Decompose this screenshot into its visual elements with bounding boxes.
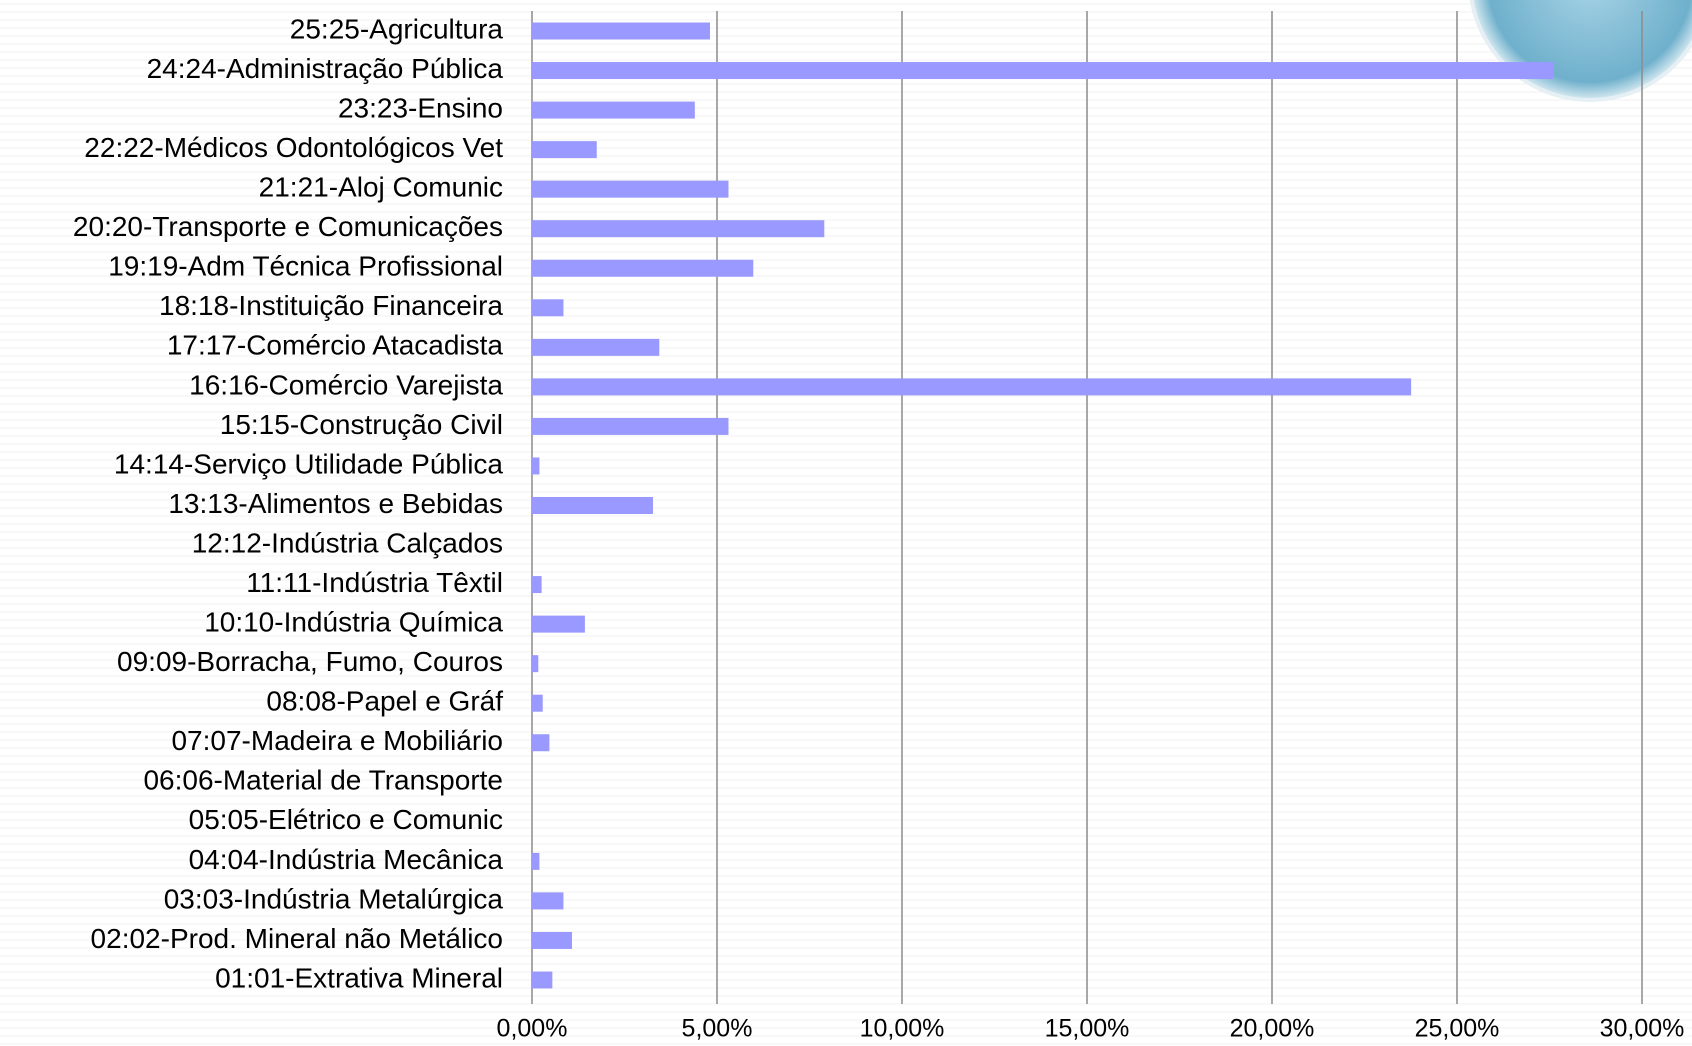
x-tick-label: 5,00% [682, 1015, 753, 1043]
bar [532, 576, 542, 594]
y-tick-label: 13:13-Alimentos e Bebidas [168, 488, 503, 519]
x-tick-label: 30,00% [1600, 1015, 1685, 1043]
y-tick-label: 02:02-Prod. Mineral não Metálico [91, 923, 503, 954]
y-tick-label: 12:12-Indústria Calçados [192, 527, 503, 558]
bar [532, 180, 729, 198]
y-tick-label: 05:05-Elétrico e Comunic [189, 804, 503, 835]
bar [532, 892, 564, 910]
bar [532, 971, 553, 989]
y-tick-label: 07:07-Madeira e Mobiliário [171, 725, 503, 756]
bar [532, 378, 1412, 396]
bar [532, 852, 540, 870]
bar [532, 220, 825, 238]
y-tick-label: 24:24-Administração Pública [147, 53, 504, 84]
bar [532, 694, 543, 712]
y-tick-label: 01:01-Extrativa Mineral [215, 962, 503, 993]
x-tick-label: 10,00% [860, 1015, 945, 1043]
y-tick-label: 06:06-Material de Transporte [143, 765, 503, 796]
bar [532, 338, 660, 356]
bar [532, 734, 550, 752]
y-tick-label: 16:16-Comércio Varejista [189, 369, 503, 400]
y-tick-label: 21:21-Aloj Comunic [259, 172, 503, 203]
y-tick-label: 03:03-Indústria Metalúrgica [164, 883, 504, 914]
bar [532, 615, 585, 633]
bar [532, 497, 653, 514]
y-tick-label: 22:22-Médicos Odontológicos Vet [84, 132, 503, 163]
bar [532, 141, 597, 159]
y-tick-label: 18:18-Instituição Financeira [159, 290, 503, 321]
y-tick-label: 09:09-Borracha, Fumo, Couros [117, 646, 503, 677]
y-tick-label: 19:19-Adm Técnica Profissional [108, 251, 503, 282]
bar [532, 417, 729, 435]
bar [532, 62, 1554, 80]
bar [532, 931, 572, 949]
bar [532, 299, 564, 317]
bar [532, 457, 540, 475]
y-tick-label: 23:23-Ensino [338, 92, 503, 123]
y-tick-label: 17:17-Comércio Atacadista [167, 330, 504, 361]
bar [532, 22, 710, 40]
bar [532, 655, 539, 673]
x-tick-label: 20,00% [1230, 1015, 1315, 1043]
y-tick-label: 20:20-Transporte e Comunicações [73, 211, 503, 242]
y-tick-label: 10:10-Indústria Química [204, 607, 503, 638]
y-tick-label: 11:11-Indústria Têxtil [246, 567, 503, 598]
x-tick-label: 0,00% [497, 1015, 568, 1043]
bar [532, 101, 695, 119]
y-tick-label: 04:04-Indústria Mecânica [189, 844, 504, 875]
y-tick-label: 15:15-Construção Civil [220, 409, 503, 440]
x-tick-label: 25,00% [1415, 1015, 1500, 1043]
y-tick-label: 08:08-Papel e Gráf [266, 686, 503, 717]
bar [532, 259, 754, 277]
x-tick-label: 15,00% [1045, 1015, 1130, 1043]
y-tick-label: 25:25-Agricultura [290, 13, 504, 44]
y-tick-label: 14:14-Serviço Utilidade Pública [114, 448, 504, 479]
